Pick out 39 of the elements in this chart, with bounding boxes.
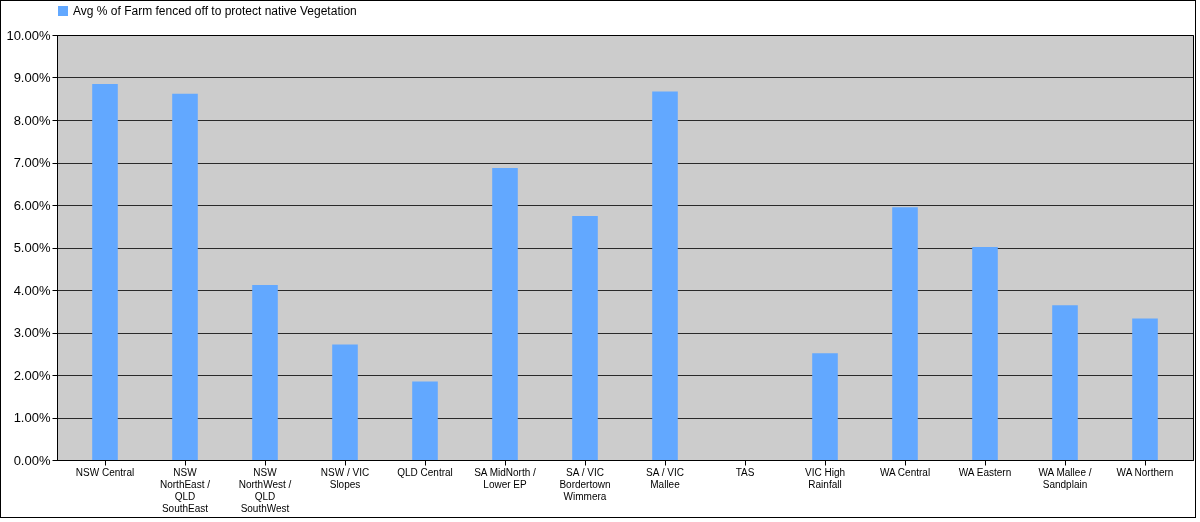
x-tick-label: NSW / VIC Slopes [320, 466, 370, 490]
x-tick-label: SA / VIC Mallee [646, 466, 684, 490]
x-tick-label: WA Central [879, 466, 931, 478]
x-tick-label: SA / VIC Bordertown Wimmera [559, 466, 611, 502]
x-tick-label: WA Mallee / Sandplain [1038, 466, 1092, 490]
y-tick-label: 4.00% [13, 282, 51, 298]
x-tick-label: QLD Central [397, 466, 453, 478]
x-tick-label: SA MidNorth / Lower EP [474, 466, 537, 490]
bar [572, 216, 598, 460]
bar [92, 83, 118, 460]
x-tick-label: TAS [735, 466, 755, 478]
bar [1132, 318, 1158, 460]
bar [492, 168, 518, 460]
x-tick-label: WA Northern [1116, 466, 1174, 478]
y-tick-label: 10.00% [6, 27, 51, 43]
y-tick-label: 3.00% [13, 325, 51, 340]
y-tick-label: 5.00% [13, 240, 51, 255]
y-tick-label: 9.00% [13, 70, 51, 85]
bar [252, 284, 278, 460]
bar [652, 91, 678, 460]
legend-label: Avg % of Farm fenced off to protect native Vegetation [73, 4, 357, 18]
bar [172, 93, 198, 460]
x-tick-label: NSW Central [75, 466, 135, 478]
y-tick-label: 6.00% [13, 197, 51, 213]
bar [412, 381, 438, 460]
y-tick-label: 8.00% [13, 112, 51, 128]
bar [1052, 305, 1078, 460]
x-tick-label: NSW NorthEast / QLD SouthEast [159, 466, 211, 514]
bar [892, 207, 918, 460]
x-tick-label: WA Eastern [958, 466, 1012, 478]
y-tick-label: 1.00% [13, 410, 51, 425]
x-tick-label: NSW NorthWest / QLD SouthWest [238, 466, 292, 514]
x-tick-label: VIC High Rainfall [804, 466, 846, 490]
y-tick-label: 7.00% [13, 155, 51, 170]
y-tick-label: 0.00% [13, 452, 51, 468]
bar [332, 344, 358, 460]
bar [972, 247, 998, 460]
y-tick-label: 2.00% [13, 367, 51, 383]
bar [812, 353, 838, 460]
